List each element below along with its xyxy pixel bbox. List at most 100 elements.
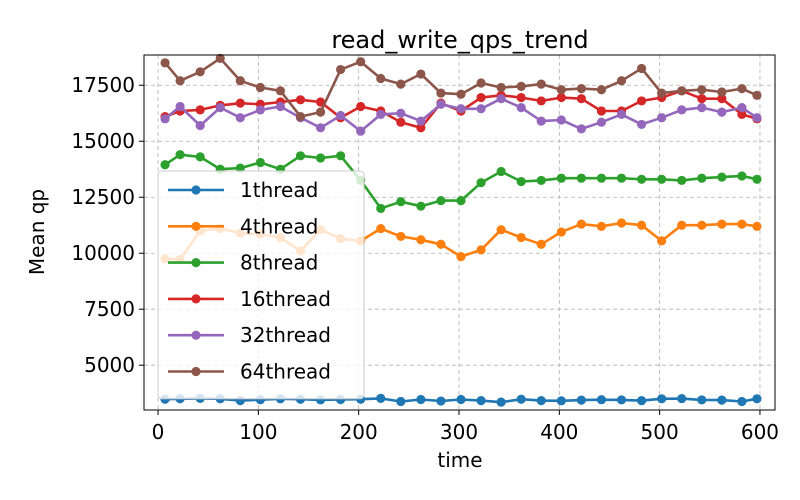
legend-swatch-marker — [191, 366, 201, 377]
data-point — [496, 225, 506, 235]
x-tick-label: 300 — [440, 420, 478, 444]
data-point — [717, 395, 727, 405]
data-point — [677, 105, 687, 115]
data-point — [576, 124, 586, 134]
legend-swatch-marker — [191, 294, 201, 304]
data-point — [195, 105, 205, 115]
data-point — [717, 94, 727, 104]
data-point — [737, 83, 747, 94]
data-point — [496, 94, 506, 104]
data-point — [636, 220, 647, 230]
data-point — [416, 394, 426, 405]
data-point — [636, 96, 647, 106]
data-point — [516, 176, 526, 187]
data-point — [376, 73, 386, 84]
data-point — [396, 197, 406, 207]
data-point — [255, 157, 265, 168]
data-point — [356, 126, 366, 136]
legend-label: 32thread — [240, 323, 331, 347]
data-point — [576, 94, 586, 104]
data-point — [376, 223, 386, 234]
x-tick-label: 500 — [641, 420, 679, 444]
y-tick-label: 7500 — [84, 297, 135, 321]
legend-swatch-marker — [191, 330, 201, 340]
legend-label: 64thread — [240, 360, 331, 384]
data-point — [275, 86, 286, 96]
data-point — [516, 394, 526, 404]
data-point — [636, 119, 647, 130]
data-point — [476, 92, 486, 103]
data-point — [752, 174, 762, 184]
data-point — [677, 220, 687, 230]
x-tick-label: 400 — [540, 420, 578, 444]
data-point — [315, 107, 326, 117]
data-point — [717, 87, 727, 97]
data-point — [195, 67, 205, 77]
data-point — [576, 83, 586, 94]
legend-box — [157, 170, 365, 400]
data-point — [752, 221, 762, 231]
data-point — [436, 239, 446, 249]
data-point — [456, 195, 466, 206]
data-point — [255, 105, 265, 115]
data-point — [215, 103, 225, 113]
data-point — [160, 58, 170, 68]
data-point — [697, 94, 707, 104]
data-point — [295, 151, 306, 161]
data-point — [175, 150, 185, 160]
data-point — [536, 395, 546, 406]
data-point — [556, 85, 566, 95]
data-point — [657, 88, 667, 98]
data-point — [456, 104, 466, 114]
x-tick-label: 100 — [239, 420, 277, 444]
data-point — [717, 107, 727, 117]
data-point — [516, 92, 526, 103]
data-point — [476, 395, 486, 406]
data-point — [556, 115, 566, 125]
data-point — [376, 203, 386, 214]
data-point — [657, 394, 667, 404]
data-point — [255, 82, 265, 93]
data-point — [516, 103, 526, 113]
data-point — [596, 106, 607, 116]
data-point — [576, 173, 586, 183]
data-point — [596, 221, 607, 231]
data-point — [596, 117, 607, 127]
data-point — [752, 394, 762, 404]
data-point — [616, 395, 627, 405]
data-point — [576, 219, 586, 229]
data-point — [677, 175, 687, 186]
data-point — [416, 69, 426, 79]
data-point — [396, 117, 406, 127]
data-point — [737, 396, 747, 407]
data-point — [295, 95, 306, 105]
data-point — [235, 113, 245, 123]
data-point — [737, 103, 747, 113]
data-point — [596, 173, 607, 183]
legend-label: 1thread — [240, 178, 318, 202]
data-point — [456, 394, 466, 405]
data-point — [356, 101, 366, 112]
data-point — [697, 85, 707, 95]
legend-item-4thread: 4thread — [168, 214, 318, 238]
y-tick-label: 15000 — [71, 129, 135, 153]
plot-frame — [143, 54, 776, 411]
x-tick-label: 600 — [741, 420, 779, 444]
data-point — [496, 397, 506, 407]
data-point — [536, 116, 546, 126]
data-point — [752, 113, 762, 123]
data-point — [436, 195, 446, 206]
data-point — [536, 175, 546, 186]
y-tick-label: 17500 — [71, 73, 135, 97]
data-point — [376, 393, 386, 403]
y-axis-title: Mean qp — [25, 189, 49, 275]
data-point — [717, 219, 727, 229]
data-point — [315, 123, 326, 133]
legend-item-8thread: 8thread — [168, 251, 318, 275]
data-point — [336, 110, 346, 121]
data-point — [396, 108, 406, 118]
data-point — [356, 57, 366, 67]
x-axis-title: time — [437, 448, 482, 472]
y-tick-label: 5000 — [84, 353, 135, 377]
data-point — [376, 109, 386, 119]
